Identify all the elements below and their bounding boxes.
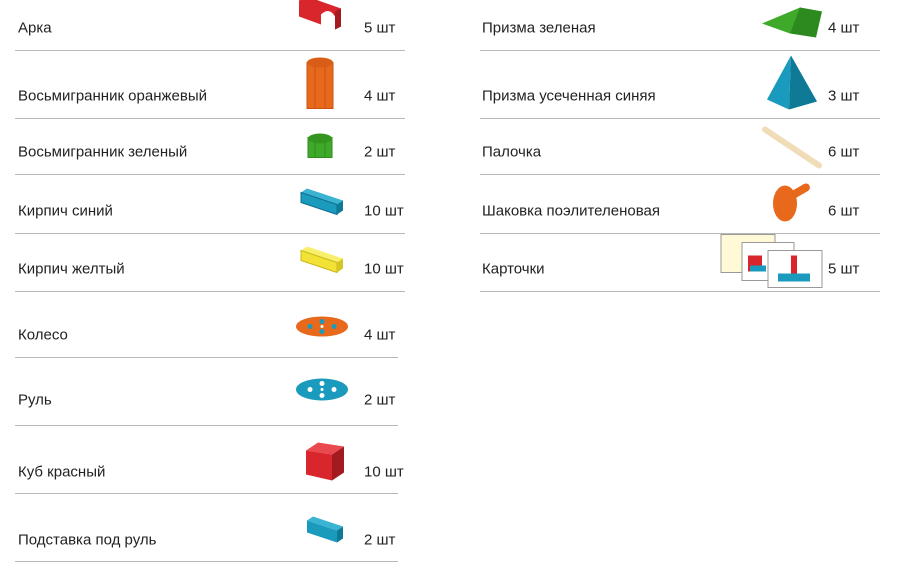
divider <box>15 493 398 494</box>
divider <box>15 118 405 119</box>
item-name: Руль <box>18 391 52 409</box>
item-quantity: 2 шт <box>364 531 396 549</box>
divider <box>15 233 405 234</box>
red-arch-icon <box>295 0 345 36</box>
item-quantity: 10 шт <box>364 260 404 278</box>
orange-peg-icon <box>769 180 815 229</box>
item-name: Подставка под руль <box>18 531 157 549</box>
blue-stand-icon <box>305 515 345 550</box>
item-name: Восьмигранник зеленый <box>18 143 188 161</box>
item-name: Восьмигранник оранжевый <box>18 87 208 105</box>
item-quantity: 5 шт <box>364 19 396 37</box>
item-quantity: 6 шт <box>828 143 860 161</box>
item-name: Карточки <box>482 260 545 278</box>
item-name: Кирпич желтый <box>18 260 125 278</box>
divider <box>480 174 880 175</box>
item-quantity: 5 шт <box>828 260 860 278</box>
blue-pyramid-icon <box>765 54 819 119</box>
item-quantity: 4 шт <box>828 19 860 37</box>
item-name: Кирпич синий <box>18 202 113 220</box>
divider <box>15 561 398 562</box>
orange-octagonal-prism-tall-icon <box>305 57 335 116</box>
divider <box>15 357 398 358</box>
cards-icon <box>720 234 824 295</box>
divider <box>15 425 398 426</box>
item-name: Куб красный <box>18 463 106 481</box>
green-octagonal-prism-icon <box>306 132 334 165</box>
item-quantity: 2 шт <box>364 391 396 409</box>
divider <box>15 50 405 51</box>
item-name: Арка <box>18 19 52 37</box>
green-prism-icon <box>760 4 824 45</box>
item-name: Призма зеленая <box>482 19 596 37</box>
blue-steering-wheel-icon <box>295 377 349 408</box>
divider <box>480 118 880 119</box>
orange-wheel-icon <box>295 315 349 344</box>
wooden-stick-icon <box>761 126 823 175</box>
item-quantity: 6 шт <box>828 202 860 220</box>
divider <box>480 50 880 51</box>
item-quantity: 3 шт <box>828 87 860 105</box>
item-quantity: 2 шт <box>364 143 396 161</box>
item-quantity: 10 шт <box>364 202 404 220</box>
blue-brick-icon <box>299 187 345 222</box>
divider <box>15 291 405 292</box>
item-name: Призма усеченная синяя <box>482 87 656 105</box>
item-quantity: 10 шт <box>364 463 404 481</box>
divider <box>15 174 405 175</box>
yellow-brick-icon <box>299 245 345 280</box>
item-name: Шаковка поэлителеновая <box>482 202 660 220</box>
red-cube-icon <box>304 441 346 488</box>
item-name: Колесо <box>18 326 68 344</box>
item-name: Палочка <box>482 143 542 161</box>
item-quantity: 4 шт <box>364 326 396 344</box>
divider <box>480 291 880 292</box>
item-quantity: 4 шт <box>364 87 396 105</box>
divider <box>480 233 880 234</box>
